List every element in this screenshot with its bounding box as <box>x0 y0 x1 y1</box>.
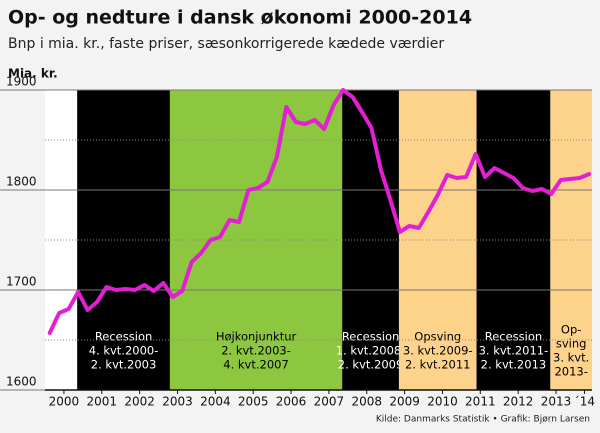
x-tick-label: ´14 <box>574 395 595 409</box>
period-label: 2. kvt.2011 <box>405 358 471 372</box>
period-label: Recession <box>485 330 542 344</box>
x-tick-label: 2011 <box>465 395 496 409</box>
period-label: Op- <box>561 323 582 337</box>
period-label: Opsving <box>414 330 461 344</box>
x-tick-label: 2010 <box>427 395 458 409</box>
x-tick-label: 2003 <box>162 395 193 409</box>
period-label: 4. kvt.2007 <box>223 358 289 372</box>
x-tick-label: 2013 <box>541 395 572 409</box>
x-tick-label: 2000 <box>49 395 80 409</box>
x-tick-label: 2006 <box>276 395 307 409</box>
y-tick-label: 1900 <box>6 75 37 89</box>
period-label: 2. kvt.2003 <box>91 358 157 372</box>
x-tick-label: 2001 <box>87 395 118 409</box>
x-tick-label: 2008 <box>351 395 382 409</box>
source: Kilde: Danmarks Statistik • Grafik: Bjør… <box>376 415 590 425</box>
y-tick-label: 1700 <box>6 275 37 289</box>
x-tick-label: 2012 <box>503 395 534 409</box>
period-label: sving <box>556 337 587 351</box>
period-label: Recession <box>95 330 152 344</box>
period-label: Recession <box>342 330 399 344</box>
y-tick-label: 1600 <box>6 375 37 389</box>
period-label: 2. kvt.2013 <box>481 358 547 372</box>
x-tick-label: 2002 <box>124 395 155 409</box>
chart-subtitle: Bnp i mia. kr., faste priser, sæsonkorri… <box>8 36 444 52</box>
y-axis-label: Mia. kr. <box>8 67 58 81</box>
period-label: 2. kvt.2009 <box>338 358 404 372</box>
x-tick-label: 2004 <box>200 395 231 409</box>
period-label: 2013- <box>554 365 587 379</box>
period-label: 2. kvt.2003- <box>221 344 291 358</box>
y-tick-label: 1800 <box>6 175 37 189</box>
period-label: 4. kvt.2000- <box>89 344 159 358</box>
x-tick-label: 2009 <box>389 395 420 409</box>
chart-title: Op- og nedture i dansk økonomi 2000-2014 <box>8 7 472 29</box>
period-label: 3. kvt. <box>553 351 589 365</box>
x-tick-label: 2005 <box>238 395 269 409</box>
period-label: 3. kvt.2011- <box>479 344 549 358</box>
x-tick-label: 2007 <box>314 395 345 409</box>
data-line <box>47 88 592 335</box>
period-label: Højkonjunktur <box>216 330 297 344</box>
period-label: 1. kvt.2008- <box>336 344 406 358</box>
period-label: 3. kvt.2009- <box>403 344 473 358</box>
